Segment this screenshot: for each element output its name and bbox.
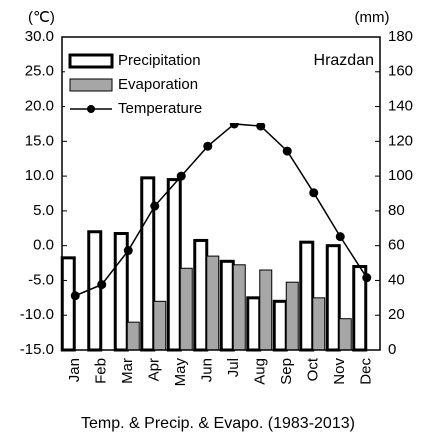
x-tick-label: Aug: [252, 358, 269, 385]
bar: [299, 240, 315, 352]
y2-unit-label: (mm): [355, 9, 390, 26]
temperature-marker: [97, 280, 107, 290]
legend-marker: [87, 105, 95, 113]
annotation: Hrazdan: [314, 52, 374, 69]
y2-tick-label: 140: [388, 98, 413, 115]
x-tick-label: Apr: [146, 358, 163, 381]
bar: [338, 318, 352, 351]
temperature-line: [74, 123, 368, 297]
bar: [153, 300, 167, 351]
y2-tick-label: 40: [388, 271, 405, 288]
temperature-marker: [309, 188, 319, 198]
temperature-marker: [362, 273, 372, 283]
temperature-marker: [176, 171, 186, 181]
temperature-marker: [282, 146, 292, 156]
bar: [232, 264, 246, 351]
x-tick-label: Jan: [66, 358, 83, 382]
y-tick-label: 25.0: [25, 63, 54, 80]
bar: [325, 244, 341, 352]
bar: [87, 230, 103, 352]
bar: [312, 297, 326, 351]
legend-label: Evaporation: [118, 76, 198, 93]
x-tick-label: May: [172, 358, 189, 387]
legend-label: Temperature: [118, 100, 202, 117]
y-tick-label: -10.0: [20, 306, 54, 323]
y2-tick-label: 80: [388, 202, 405, 219]
y-tick-label: 5.0: [33, 202, 54, 219]
y-tick-label: -5.0: [28, 271, 54, 288]
bar: [206, 255, 220, 351]
x-tick-label: Jul: [225, 358, 242, 377]
bar: [285, 281, 299, 351]
bar: [60, 256, 76, 352]
bar: [193, 238, 209, 352]
x-tick-label: Mar: [119, 358, 136, 384]
x-axis-title: Temp. & Precip. & Evapo. (1983-2013): [81, 415, 355, 432]
y2-tick-label: 120: [388, 132, 413, 149]
bar: [179, 267, 193, 351]
y2-tick-label: 20: [388, 306, 405, 323]
bar: [166, 178, 182, 352]
y-tick-label: 0.0: [33, 237, 54, 254]
x-tick-label: Oct: [305, 357, 322, 381]
temperature-marker: [256, 121, 266, 131]
y-unit-label: (℃): [28, 9, 55, 26]
y-tick-label: 20.0: [25, 98, 54, 115]
x-tick-label: Dec: [358, 358, 375, 385]
y-tick-label: 15.0: [25, 132, 54, 149]
y-tick-label: 10.0: [25, 167, 54, 184]
x-tick-label: Nov: [331, 358, 348, 385]
legend-label: Precipitation: [118, 52, 201, 69]
y2-tick-label: 100: [388, 167, 413, 184]
y-tick-label: 30.0: [25, 28, 54, 45]
y2-tick-label: 160: [388, 63, 413, 80]
bar: [126, 321, 140, 351]
y2-tick-label: 0: [388, 341, 396, 358]
temperature-marker: [150, 201, 160, 211]
legend-swatch: [69, 78, 113, 92]
y2-tick-label: 60: [388, 237, 405, 254]
temperature-marker: [123, 246, 133, 256]
x-tick-label: Jun: [199, 358, 216, 382]
bar: [272, 299, 288, 352]
bar: [246, 296, 262, 352]
y2-tick-label: 180: [388, 28, 413, 45]
bar: [219, 259, 235, 352]
y-tick-label: -15.0: [20, 341, 54, 358]
x-tick-label: Feb: [93, 358, 110, 384]
temperature-marker: [203, 141, 213, 151]
temperature-marker: [70, 291, 80, 301]
x-tick-label: Sep: [278, 358, 295, 385]
temperature-marker: [335, 232, 345, 242]
bar: [259, 269, 273, 351]
legend-swatch: [68, 53, 114, 69]
